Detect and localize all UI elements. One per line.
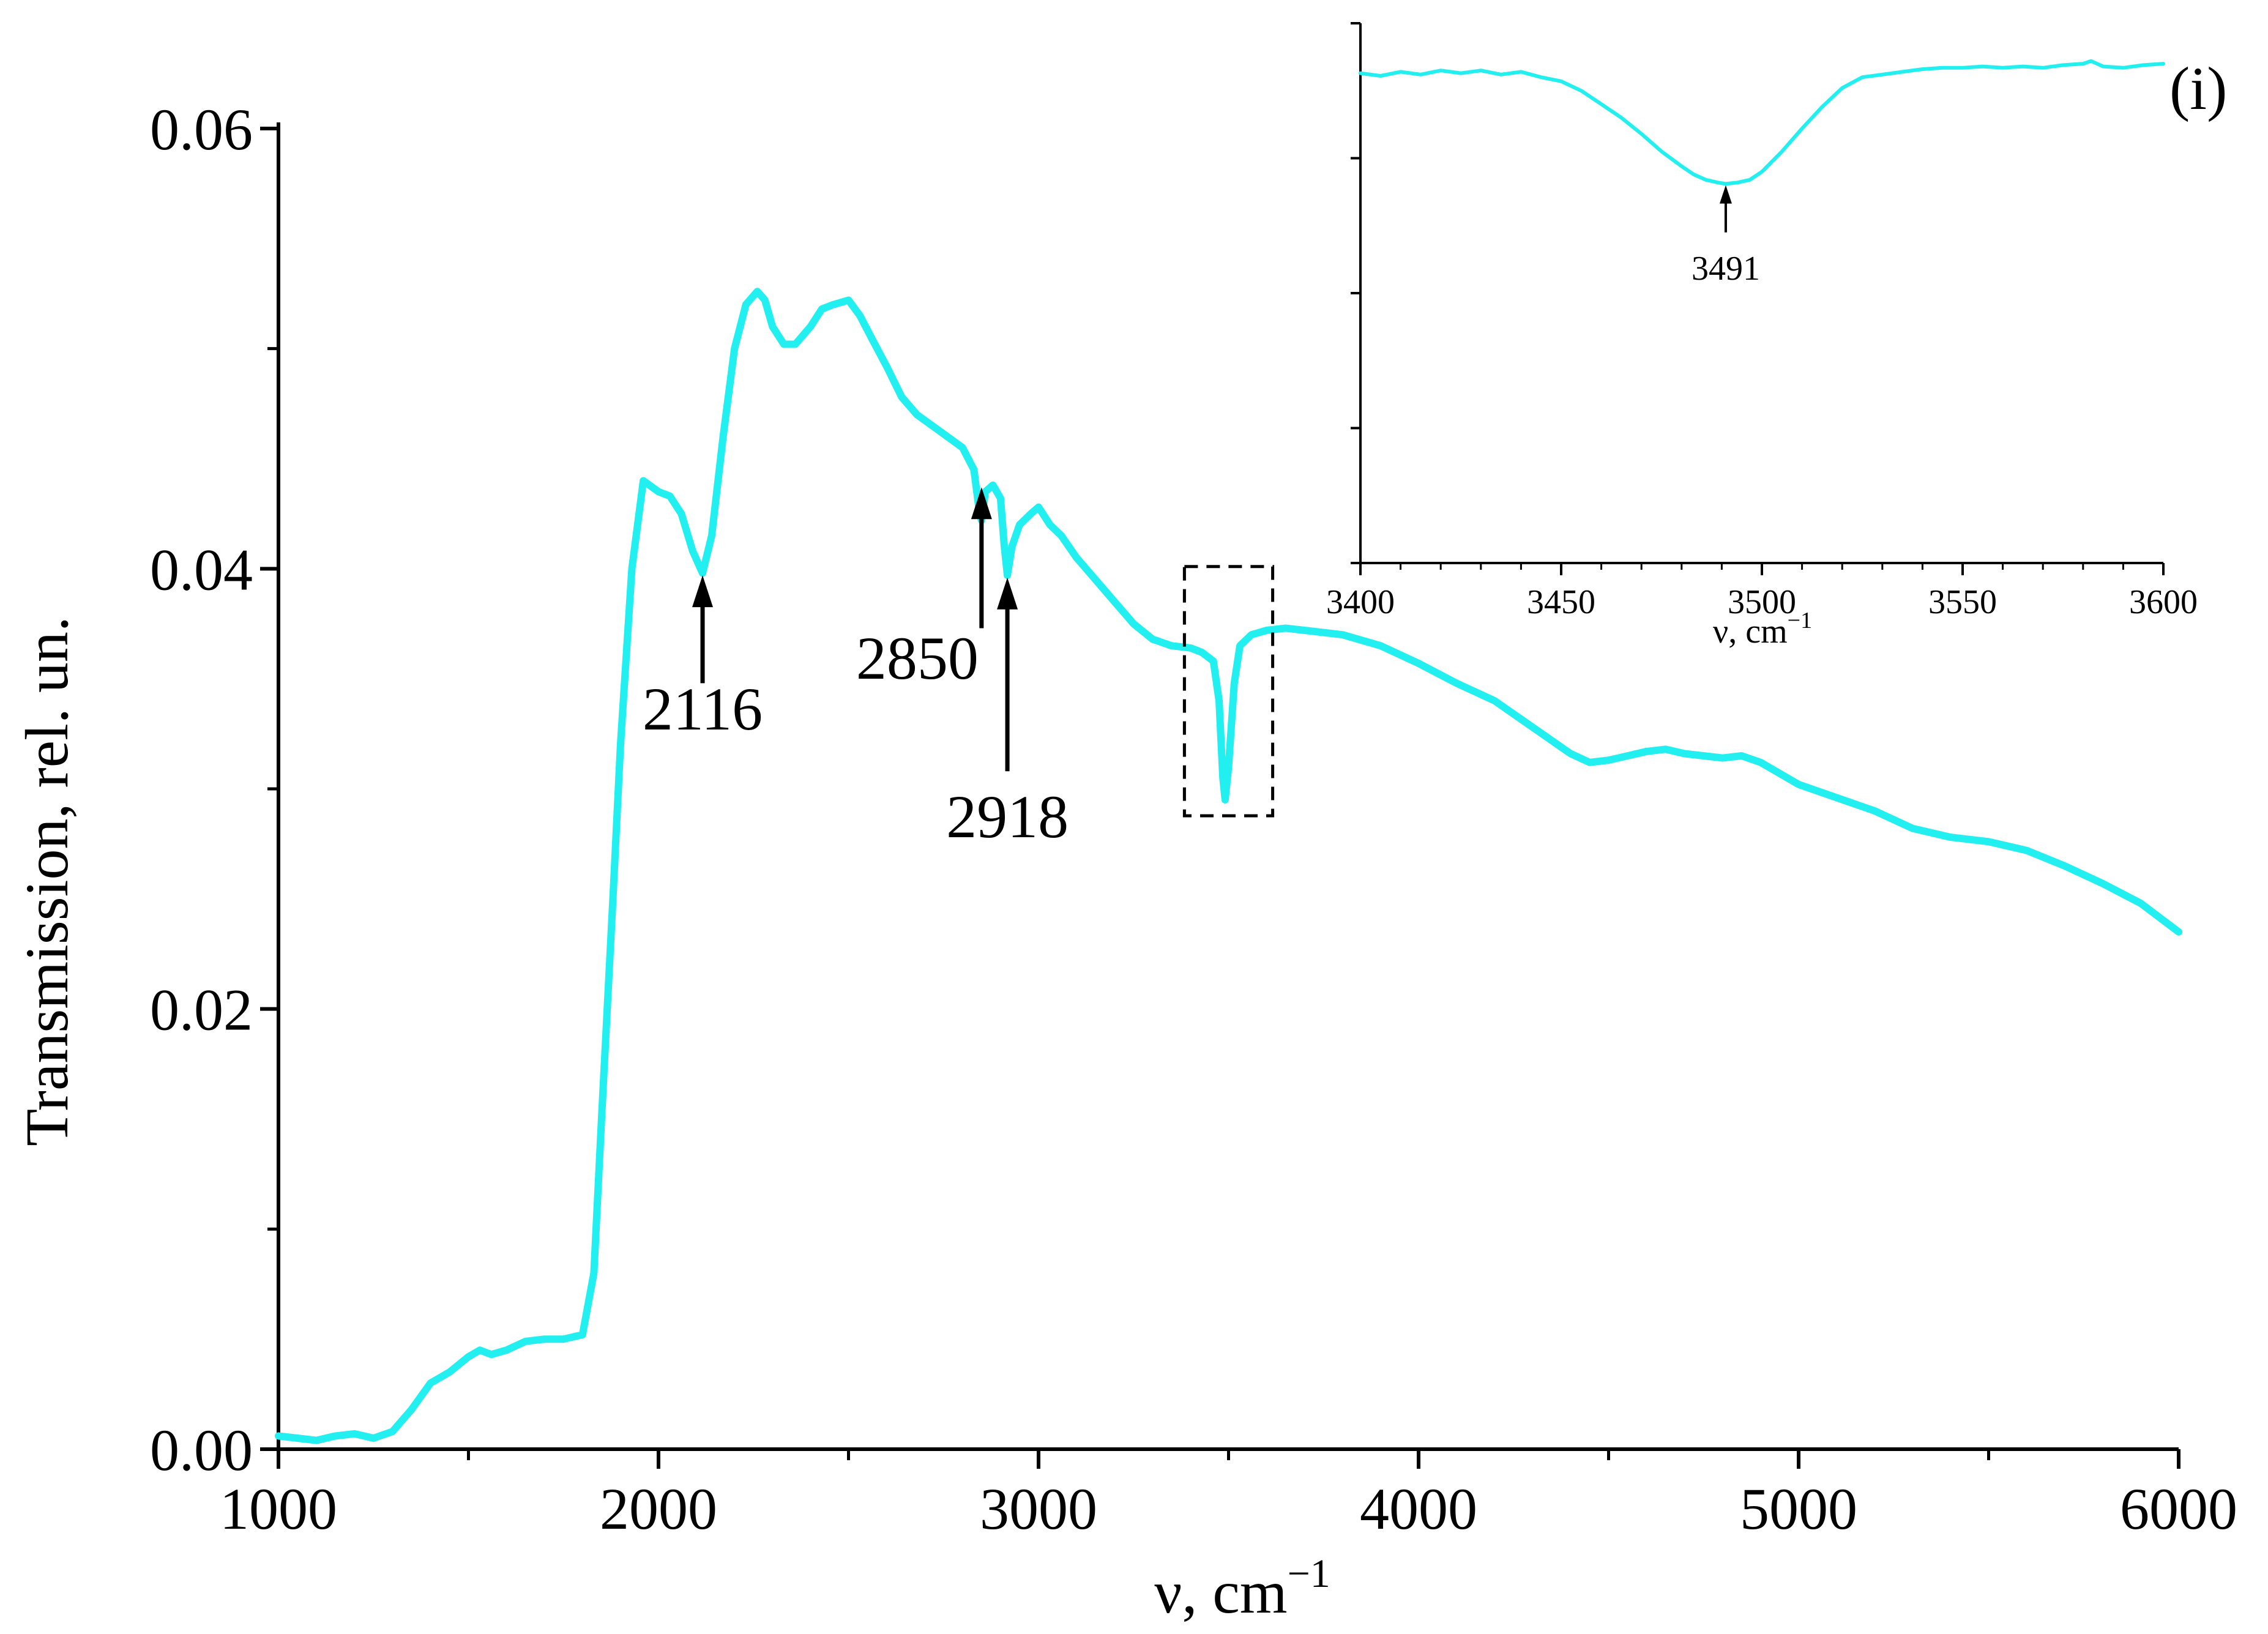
inset-peak-label: 3491 — [1692, 250, 1760, 288]
peak-arrow-head — [997, 577, 1018, 610]
y-tick-label: 0.00 — [150, 1417, 253, 1483]
main-series-line — [275, 288, 2182, 1444]
highlight-dashed-box — [1182, 565, 1275, 818]
main-plot: 1000 2000 3000 4000 5000 6000 0.00 0.02 0.04 0.06… — [13, 97, 2237, 1626]
inset-x-tick-label: 3600 — [2129, 583, 2198, 621]
x-axis-label-text: ν, cm — [1154, 1558, 1287, 1626]
x-tick-label: 4000 — [1360, 1476, 1477, 1542]
peak-arrow-head — [971, 487, 992, 520]
x-tick-label: 6000 — [2120, 1476, 2237, 1542]
inset-axes — [1359, 23, 2163, 564]
inset-x-axis-label: ν, cm−1 — [1713, 608, 1812, 651]
inset-x-tick-label: 3400 — [1326, 583, 1395, 621]
inset-panel-label: (i) — [2169, 54, 2227, 122]
inset-series-line — [1359, 59, 2165, 186]
x-axis-label: ν, cm−1 — [1154, 1551, 1330, 1626]
inset-peak-annotations: 3491 — [1692, 185, 1760, 288]
x-tick-label: 5000 — [1740, 1476, 1857, 1542]
x-tick-label: 2000 — [600, 1476, 717, 1542]
peak-label: 2850 — [856, 624, 979, 692]
y-tick-label: 0.04 — [150, 537, 253, 602]
main-peak-annotations: 2116 2850 2918 — [643, 487, 1069, 851]
inset-peak-arrow-head — [1719, 185, 1732, 204]
main-ticks: 1000 2000 3000 4000 5000 6000 0.00 0.02 0.04 0.06 — [150, 97, 2237, 1542]
inset-x-tick-label: 3500 — [1728, 583, 1796, 621]
y-tick-label: 0.02 — [150, 977, 253, 1043]
x-tick-label: 1000 — [220, 1476, 337, 1542]
inset-ticks: 3400 3450 3500 3550 3600 — [1326, 22, 2198, 621]
x-axis-label-exponent: −1 — [1288, 1551, 1330, 1596]
y-axis-label: Transmission, rel. un. — [13, 616, 81, 1146]
peak-label: 2918 — [946, 783, 1069, 851]
inset-x-tick-label: 3450 — [1527, 583, 1595, 621]
inset-x-axis-label-exponent: −1 — [1788, 608, 1812, 633]
peak-arrow-head — [692, 575, 714, 608]
inset-x-axis-label-text: ν, cm — [1713, 613, 1788, 651]
peak-label: 2116 — [643, 675, 763, 743]
y-tick-label: 0.06 — [150, 97, 253, 162]
x-tick-label: 3000 — [980, 1476, 1097, 1542]
inset-plot: 3400 3450 3500 3550 3600 3491 (i) ν, cm−1 — [1326, 22, 2227, 651]
inset-x-tick-label: 3550 — [1928, 583, 1997, 621]
